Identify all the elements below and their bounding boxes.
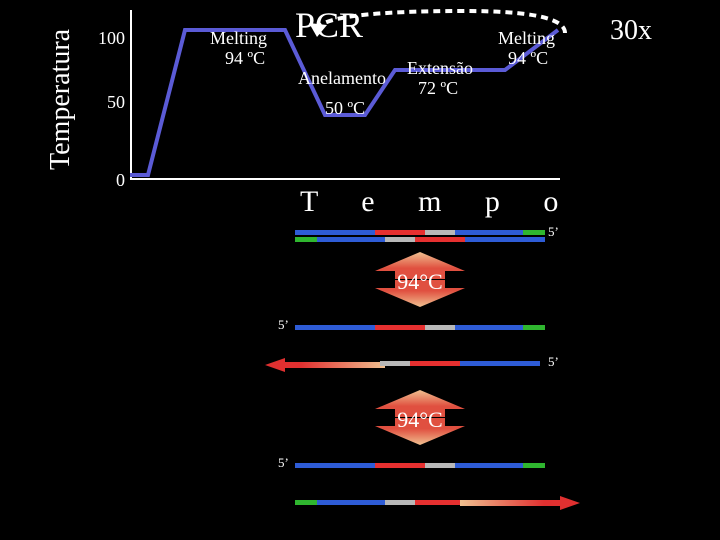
strand-2b	[295, 500, 460, 505]
primer-5p-2: 5’	[278, 317, 289, 333]
temp-94-2: 94°C	[355, 407, 485, 433]
tick-50: 50	[85, 92, 125, 113]
extension-arrow-right	[460, 496, 580, 510]
tick-0: 0	[85, 170, 125, 191]
extension-arrow-left	[265, 358, 385, 372]
heat-arrows-2: 94°C	[355, 390, 485, 440]
sep-strand-top	[295, 325, 545, 330]
x-axis-label: T e m p o	[300, 185, 576, 219]
primer-5p-1: 5’	[548, 224, 559, 240]
primer-5p-4: 5’	[278, 455, 289, 471]
top-strand-a	[295, 230, 545, 235]
temp-94-1: 94°C	[355, 269, 485, 295]
anneal-temp: 50 ºC	[325, 98, 365, 119]
extend-label: Extensão	[407, 58, 473, 79]
melting1-temp: 94 ºC	[225, 48, 265, 69]
melting1-label: Melting	[210, 28, 267, 49]
dna-cycle-2: 94°C 5’	[270, 385, 570, 535]
melting2-temp: 94 ºC	[508, 48, 548, 69]
dna-cycle-1: 5’ 94°C 5’	[270, 230, 570, 380]
heat-arrows-1: 94°C	[355, 252, 485, 302]
tick-100: 100	[85, 28, 125, 49]
extend-temp: 72 ºC	[418, 78, 458, 99]
top-strand-b	[295, 237, 545, 242]
cycles-count: 30x	[610, 15, 652, 47]
strand-2a	[295, 463, 545, 468]
sep-strand-bottom	[380, 361, 545, 366]
primer-5p-3: 5’	[548, 354, 559, 370]
anneal-label: Anelamento	[298, 68, 386, 89]
pcr-chart: 100 50 0 PCR Melting 94 ºC Anelamento 50…	[80, 10, 560, 190]
y-axis-label: Temperatura	[45, 29, 77, 170]
chart-title: PCR	[295, 4, 363, 46]
melting2-label: Melting	[498, 28, 555, 49]
